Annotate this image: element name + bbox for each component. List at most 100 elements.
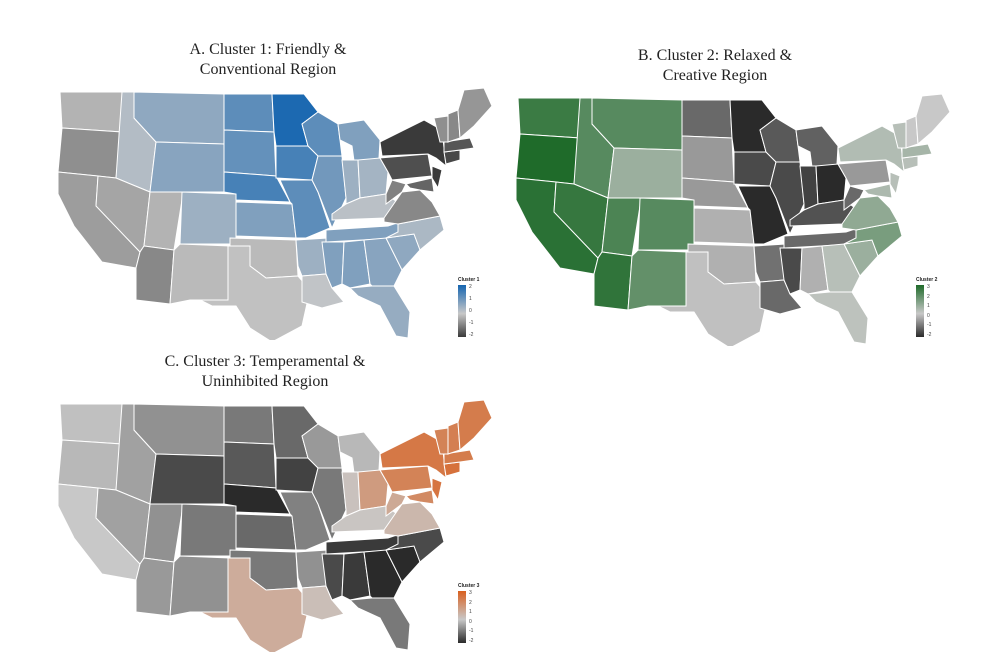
- state-or: [57, 127, 123, 179]
- state-md: [405, 177, 435, 193]
- state-fl: [806, 291, 869, 345]
- state-sd: [223, 441, 277, 489]
- legend-tick-label: 3: [469, 590, 472, 596]
- legend-tick-label: -2: [927, 332, 932, 338]
- color-legend: Cluster 3 3 2 1 0 -1 -2: [458, 583, 494, 647]
- state-tx: [199, 245, 311, 340]
- state-ms: [321, 553, 345, 601]
- panel-title-line-2: Creative Region: [662, 67, 768, 84]
- us-state-map: [57, 399, 493, 652]
- legend-tick-label: 0: [927, 312, 930, 319]
- state-ia: [733, 151, 777, 187]
- state-nm: [169, 243, 231, 305]
- state-wy: [149, 141, 225, 193]
- state-co: [179, 191, 237, 245]
- state-nm: [627, 249, 689, 311]
- state-ia: [275, 145, 319, 181]
- state-nc: [385, 527, 445, 563]
- state-nj: [431, 477, 443, 502]
- legend-gradient: [458, 285, 466, 337]
- legend-title: Cluster 2: [916, 277, 938, 283]
- us-state-map: [57, 87, 493, 340]
- legend-gradient: [458, 591, 466, 643]
- state-nj: [431, 165, 443, 190]
- state-wy: [607, 147, 683, 199]
- us-state-map: [515, 93, 951, 346]
- state-wa: [59, 91, 123, 133]
- state-va: [383, 501, 441, 537]
- state-nd: [223, 405, 275, 445]
- state-ny: [379, 431, 447, 480]
- state-al: [341, 551, 371, 601]
- state-az: [593, 251, 633, 311]
- state-tx: [199, 557, 311, 652]
- state-al: [799, 245, 829, 295]
- panel-title-line-2: Uninhibited Region: [201, 373, 329, 390]
- legend-tick-label: 3: [927, 284, 930, 290]
- state-nj: [889, 171, 901, 196]
- state-tx: [657, 251, 769, 346]
- color-legend: Cluster 2 3 2 1 0 -1 -2: [916, 277, 952, 341]
- state-ks: [235, 201, 297, 239]
- legend-tick-label: 2: [469, 284, 472, 290]
- state-nd: [223, 93, 275, 133]
- state-ut: [143, 191, 183, 251]
- state-nc: [843, 221, 903, 257]
- state-or: [57, 439, 123, 491]
- state-wa: [517, 97, 581, 139]
- state-ny: [379, 119, 447, 168]
- state-sd: [223, 129, 277, 177]
- state-sd: [681, 135, 735, 183]
- state-wa: [59, 403, 123, 445]
- state-wv: [385, 491, 407, 517]
- legend-tick-label: 1: [927, 303, 930, 310]
- panel-title-line-1: A. Cluster 1: Friendly &: [189, 41, 347, 58]
- state-or: [515, 133, 581, 185]
- state-ma: [443, 449, 475, 465]
- state-ms: [779, 247, 803, 295]
- legend-gradient: [916, 285, 924, 337]
- legend-tick-label: -1: [469, 628, 474, 635]
- state-wv: [385, 179, 407, 205]
- state-me: [457, 87, 493, 140]
- state-va: [841, 195, 899, 231]
- legend-tick-label: 0: [469, 618, 472, 625]
- state-ks: [235, 513, 297, 551]
- panel-title-line-1: C. Cluster 3: Temperamental &: [164, 353, 366, 370]
- state-wv: [843, 185, 865, 211]
- legend-tick-label: -2: [469, 638, 474, 644]
- legend-tick-label: -1: [927, 322, 932, 329]
- state-md: [863, 183, 893, 199]
- state-oh: [815, 163, 847, 205]
- state-co: [179, 503, 237, 557]
- state-va: [383, 189, 441, 225]
- legend-tick-label: -1: [469, 320, 474, 326]
- panel-title-line-2: Conventional Region: [199, 61, 337, 78]
- state-ms: [321, 241, 345, 289]
- state-fl: [348, 597, 411, 651]
- legend-tick-label: 1: [469, 609, 472, 616]
- state-az: [135, 245, 175, 305]
- state-ut: [143, 503, 183, 563]
- state-ma: [443, 137, 475, 153]
- state-ks: [693, 207, 755, 245]
- legend-tick-label: 1: [469, 296, 472, 302]
- state-me: [915, 93, 951, 146]
- state-ia: [275, 457, 319, 493]
- state-az: [135, 557, 175, 617]
- state-md: [405, 489, 435, 505]
- state-al: [341, 239, 371, 289]
- state-ny: [837, 125, 905, 174]
- state-nc: [385, 215, 445, 251]
- state-co: [637, 197, 695, 251]
- state-nm: [169, 555, 231, 617]
- color-legend: Cluster 1 2 1 0 -1 -2: [458, 277, 494, 341]
- state-oh: [357, 469, 389, 511]
- panel-title: B. Cluster 2: Relaxed & Creative Region: [565, 46, 865, 86]
- state-fl: [348, 285, 411, 339]
- state-wy: [149, 453, 225, 505]
- panel-title: C. Cluster 3: Temperamental & Uninhibite…: [115, 352, 415, 392]
- legend-tick-label: -2: [469, 332, 474, 338]
- legend-title: Cluster 1: [458, 277, 480, 283]
- panel-title: A. Cluster 1: Friendly & Conventional Re…: [118, 40, 418, 80]
